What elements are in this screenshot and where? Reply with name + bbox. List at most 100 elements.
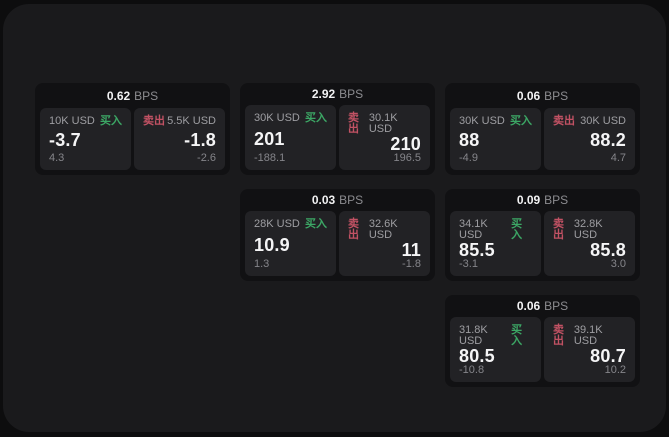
quote-card: 0.62 BPS 10K USD 买入 -3.7 4.3 卖出 5.5K USD… [35,83,230,175]
buy-tile-top: 34.1K USD 买入 [459,219,532,241]
sell-tile[interactable]: 卖出 39.1K USD 80.7 10.2 [544,317,635,382]
buy-notional-label: 30K USD [459,115,505,127]
main-panel: 0.62 BPS 10K USD 买入 -3.7 4.3 卖出 5.5K USD… [3,4,666,432]
buy-notional-label: 28K USD [254,218,300,230]
sell-side-label: 卖出 [553,324,564,347]
sell-price: 11 [401,240,421,260]
sell-tile[interactable]: 卖出 30K USD 88.2 4.7 [544,108,635,170]
card-body: 30K USD 买入 88 -4.9 卖出 30K USD 88.2 4.7 [445,108,640,175]
buy-price: 201 [254,128,285,149]
buy-delta: -10.8 [459,364,485,376]
buy-tile[interactable]: 10K USD 买入 -3.7 4.3 [40,108,131,170]
buy-side-label: 买入 [305,112,327,124]
bps-value: 0.09 [516,193,541,207]
buy-tile-top: 28K USD 买入 [254,219,327,230]
buy-side-label: 买入 [511,218,523,241]
sell-side-label: 卖出 [553,115,575,127]
sell-side-label: 卖出 [553,218,564,241]
sell-price: 88.2 [590,130,626,150]
bps-value: 0.06 [516,299,541,313]
buy-delta: -188.1 [254,152,286,164]
sell-tile[interactable]: 卖出 5.5K USD -1.8 -2.6 [134,108,225,170]
sell-tile-top: 卖出 39.1K USD [553,325,626,347]
bps-unit-label: BPS [544,193,569,207]
buy-notional-label: 31.8K USD [459,324,488,347]
card-body: 28K USD 买入 10.9 1.3 卖出 32.6K USD 11 -1.8 [240,211,435,281]
sell-side-label: 卖出 [348,112,359,135]
buy-price: -3.7 [49,130,81,150]
buy-tile-top: 30K USD 买入 [254,113,327,124]
sell-tile-top: 卖出 5.5K USD [143,116,216,127]
card-body: 30K USD 买入 201 -188.1 卖出 30.1K USD 210 1… [240,105,435,175]
buy-notional-label: 34.1K USD [459,218,488,241]
sell-tile[interactable]: 卖出 32.6K USD 11 -1.8 [339,211,430,276]
buy-tile[interactable]: 28K USD 买入 10.9 1.3 [245,211,336,276]
sell-price: 80.7 [590,346,626,366]
card-body: 34.1K USD 买入 85.5 -3.1 卖出 32.8K USD 85.8… [445,211,640,281]
sell-notional-label: 30K USD [580,115,626,127]
sell-delta: -1.8 [402,258,421,270]
buy-side-label: 买入 [100,115,122,127]
bps-unit-label: BPS [339,87,364,101]
card-body: 31.8K USD 买入 80.5 -10.8 卖出 39.1K USD 80.… [445,317,640,387]
sell-tile-top: 卖出 32.6K USD [348,219,421,241]
bps-unit-label: BPS [134,88,159,103]
buy-tile[interactable]: 31.8K USD 买入 80.5 -10.8 [450,317,541,382]
sell-tile[interactable]: 卖出 32.8K USD 85.8 3.0 [544,211,635,276]
bps-header: 2.92 BPS [240,83,435,105]
bps-value: 0.03 [311,193,336,207]
sell-price: 85.8 [590,240,626,260]
buy-tile[interactable]: 30K USD 买入 88 -4.9 [450,108,541,170]
buy-delta: -4.9 [459,152,478,164]
buy-tile[interactable]: 30K USD 买入 201 -188.1 [245,105,336,170]
sell-delta: 10.2 [604,364,626,376]
buy-delta: -3.1 [459,258,478,270]
buy-tile[interactable]: 34.1K USD 买入 85.5 -3.1 [450,211,541,276]
sell-side-label: 卖出 [143,115,165,127]
bps-unit-label: BPS [339,193,364,207]
bps-value: 0.06 [516,88,541,103]
buy-delta: 4.3 [49,152,65,164]
sell-tile-top: 卖出 30K USD [553,116,626,127]
sell-notional-label: 32.6K USD [368,218,398,241]
bps-header: 0.62 BPS [35,83,230,108]
buy-delta: 1.3 [254,258,270,270]
sell-notional-label: 39.1K USD [573,324,603,347]
quote-card: 0.06 BPS 30K USD 买入 88 -4.9 卖出 30K USD 8… [445,83,640,175]
bps-value: 0.62 [106,88,131,103]
buy-notional-label: 10K USD [49,115,95,127]
sell-notional-label: 32.8K USD [573,218,603,241]
buy-price: 10.9 [254,234,290,255]
buy-price: 80.5 [459,346,495,366]
buy-price: 85.5 [459,240,495,260]
quote-card: 0.06 BPS 31.8K USD 买入 80.5 -10.8 卖出 39.1… [445,295,640,387]
quote-card: 0.09 BPS 34.1K USD 买入 85.5 -3.1 卖出 32.8K… [445,189,640,281]
sell-side-label: 卖出 [348,218,359,241]
sell-delta: 196.5 [393,152,421,164]
buy-side-label: 买入 [305,218,327,230]
buy-tile-top: 10K USD 买入 [49,116,122,127]
sell-price: -1.8 [184,130,216,150]
sell-notional-label: 5.5K USD [167,115,216,127]
buy-notional-label: 30K USD [254,112,300,124]
bps-header: 0.09 BPS [445,189,640,211]
quote-card: 2.92 BPS 30K USD 买入 201 -188.1 卖出 30.1K … [240,83,435,175]
sell-tile[interactable]: 卖出 30.1K USD 210 196.5 [339,105,430,170]
sell-notional-label: 30.1K USD [368,112,398,135]
quote-card: 0.03 BPS 28K USD 买入 10.9 1.3 卖出 32.6K US… [240,189,435,281]
sell-delta: 3.0 [610,258,626,270]
quote-cards-grid: 0.62 BPS 10K USD 买入 -3.7 4.3 卖出 5.5K USD… [35,83,640,387]
bps-header: 0.06 BPS [445,83,640,108]
buy-side-label: 买入 [510,115,532,127]
sell-tile-top: 卖出 30.1K USD [348,113,421,135]
bps-value: 2.92 [311,87,336,101]
sell-delta: 4.7 [610,152,626,164]
bps-unit-label: BPS [544,299,569,313]
bps-unit-label: BPS [544,88,569,103]
buy-tile-top: 31.8K USD 买入 [459,325,532,347]
buy-price: 88 [459,130,480,150]
bps-header: 0.06 BPS [445,295,640,317]
buy-tile-top: 30K USD 买入 [459,116,532,127]
sell-price: 210 [390,134,421,154]
